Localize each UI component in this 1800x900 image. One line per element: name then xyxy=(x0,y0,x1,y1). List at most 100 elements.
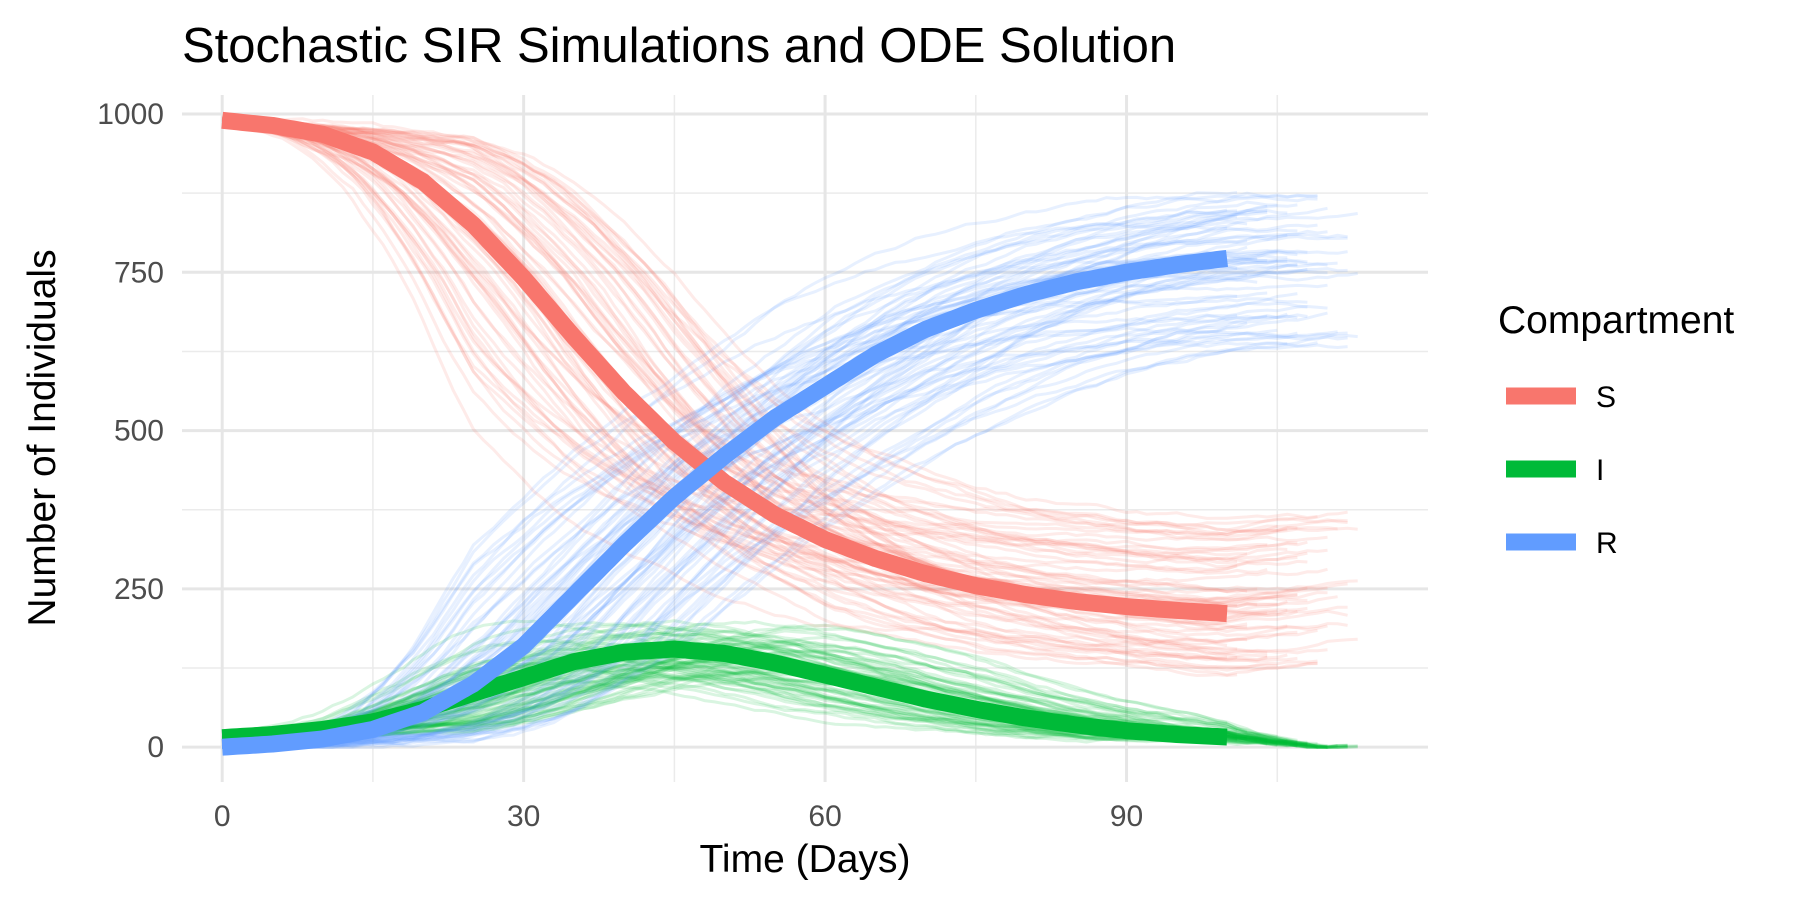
stochastic-run-s xyxy=(221,116,1238,651)
stochastic-run-r xyxy=(222,312,1288,749)
stochastic-run-i xyxy=(221,655,1258,744)
stochastic-run-r xyxy=(222,342,1288,747)
x-tick-label: 30 xyxy=(507,800,540,833)
stochastic-run-s xyxy=(221,116,1268,575)
stochastic-run-s xyxy=(221,120,1248,646)
legend: Compartment S I R xyxy=(1498,299,1734,560)
stochastic-run-s xyxy=(222,117,1318,520)
stochastic-run-s xyxy=(222,118,1258,595)
stochastic-run-s xyxy=(222,120,1248,634)
stochastic-run-r xyxy=(222,239,1248,749)
stochastic-run-r xyxy=(222,313,1268,749)
stochastic-run-s xyxy=(222,117,1278,537)
stochastic-run-s xyxy=(221,117,1238,565)
stochastic-run-i xyxy=(222,639,1298,742)
stochastic-run-r xyxy=(222,245,1248,749)
y-tick-label: 0 xyxy=(147,731,164,764)
stochastic-run-r xyxy=(221,321,1248,749)
y-tick-label: 750 xyxy=(114,256,164,289)
stochastic-run-s xyxy=(222,120,1288,662)
stochastic-run-s xyxy=(222,118,1288,563)
grid xyxy=(182,95,1428,782)
stochastic-run-r xyxy=(222,267,1348,749)
stochastic-run-r xyxy=(222,209,1268,749)
stochastic-run-s xyxy=(221,120,1238,662)
chart-title: Stochastic SIR Simulations and ODE Solut… xyxy=(182,19,1176,73)
y-tick-label: 1000 xyxy=(97,98,164,131)
stochastic-run-s xyxy=(221,120,1328,585)
stochastic-run-s xyxy=(222,118,1278,670)
legend-label-r: R xyxy=(1596,527,1618,560)
stochastic-run-s xyxy=(221,118,1338,608)
stochastic-run-r xyxy=(222,331,1358,749)
stochastic-run-r xyxy=(222,255,1228,749)
stochastic-run-r xyxy=(222,206,1328,749)
stochastic-run-r xyxy=(222,273,1248,749)
legend-label-s: S xyxy=(1596,381,1616,414)
stochastic-run-r xyxy=(222,203,1298,749)
stochastic-run-r xyxy=(222,314,1238,749)
stochastic-run-r xyxy=(222,292,1298,749)
tick-labels: 0 250 500 750 1000 0 30 60 90 xyxy=(97,98,1143,833)
stochastic-run-i xyxy=(222,669,1268,743)
stochastic-run-r xyxy=(221,233,1288,747)
stochastic-run-s xyxy=(222,119,1248,593)
stochastic-run-i xyxy=(221,639,1238,740)
stochastic-run-r xyxy=(221,294,1238,748)
stochastic-run-s xyxy=(221,117,1318,672)
stochastic-run-s xyxy=(222,118,1308,563)
x-tick-label: 60 xyxy=(808,800,841,833)
stochastic-run-r xyxy=(221,297,1308,749)
stochastic-run-s xyxy=(222,120,1298,605)
stochastic-run-r xyxy=(222,304,1328,749)
stochastic-run-s xyxy=(221,121,1298,647)
legend-title: Compartment xyxy=(1498,299,1734,342)
stochastic-run-s xyxy=(222,116,1228,647)
y-tick-label: 500 xyxy=(114,415,164,448)
stochastic-run-s xyxy=(221,115,1268,658)
stochastic-run-s xyxy=(222,116,1328,655)
stochastic-run-r xyxy=(222,331,1348,749)
stochastic-run-s xyxy=(222,119,1288,634)
stochastic-run-s xyxy=(222,119,1308,572)
ode-series xyxy=(218,111,1231,756)
stochastic-run-s xyxy=(221,117,1248,631)
stochastic-run-r xyxy=(222,194,1318,748)
stochastic-run-i xyxy=(222,665,1268,745)
stochastic-run-s xyxy=(221,118,1238,574)
stochastic-run-s xyxy=(221,116,1318,669)
y-axis-title: Number of Individuals xyxy=(21,249,64,626)
stochastic-run-s xyxy=(222,117,1348,591)
stochastic-run-s xyxy=(221,118,1288,537)
y-tick-label: 250 xyxy=(114,573,164,606)
stochastic-run-s xyxy=(222,116,1358,595)
stochastic-run-r xyxy=(221,283,1328,749)
stochastic-run-s xyxy=(222,119,1348,527)
stochastic-run-s xyxy=(222,121,1298,603)
stochastic-run-i xyxy=(222,665,1298,747)
stochastic-run-r xyxy=(222,263,1298,748)
stochastic-run-s xyxy=(222,117,1328,543)
stochastic-run-r xyxy=(222,291,1268,749)
x-tick-label: 90 xyxy=(1110,800,1143,833)
stochastic-run-r xyxy=(222,271,1358,749)
x-tick-label: 0 xyxy=(214,800,231,833)
ode-line-s xyxy=(218,111,1231,623)
stochastic-run-r xyxy=(221,326,1298,749)
stochastic-run-s xyxy=(221,116,1348,626)
stochastic-run-s xyxy=(222,115,1338,538)
stochastic-run-r xyxy=(222,341,1348,749)
stochastic-run-r xyxy=(222,193,1318,749)
stochastic-run-r xyxy=(222,222,1298,749)
stochastic-run-s xyxy=(222,119,1248,557)
stochastic-run-s xyxy=(221,117,1348,617)
x-axis-title: Time (Days) xyxy=(700,838,911,881)
stochastic-run-i xyxy=(222,640,1348,749)
legend-label-i: I xyxy=(1596,454,1604,487)
stochastic-run-r xyxy=(222,341,1318,749)
stochastic-run-r xyxy=(222,226,1228,749)
stochastic-run-r xyxy=(221,259,1308,749)
stochastic-run-r xyxy=(222,251,1278,749)
